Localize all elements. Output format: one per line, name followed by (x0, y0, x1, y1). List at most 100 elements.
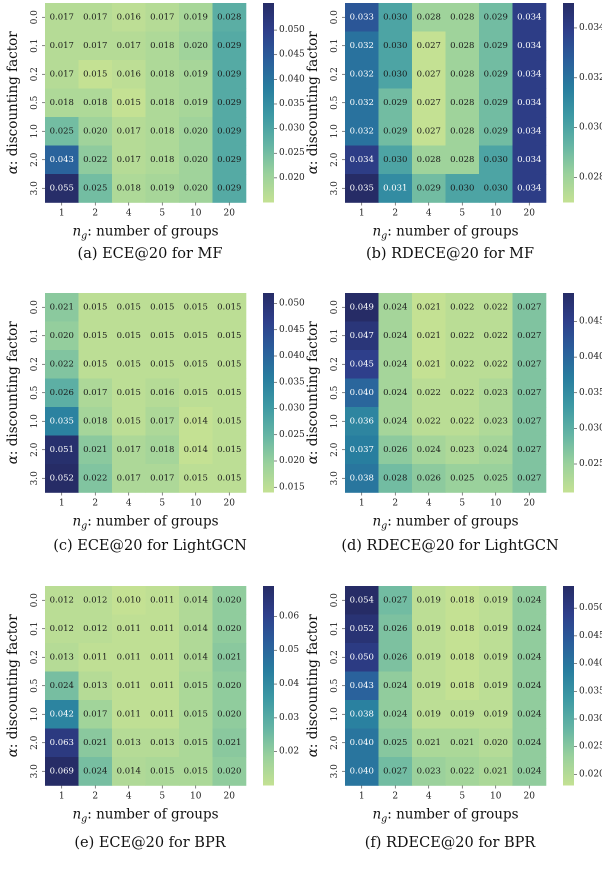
y-tick-label: 0.5 (330, 95, 340, 110)
heatmap-cell (378, 293, 413, 322)
x-tick-label: 20 (524, 499, 536, 509)
cell-value-label: 0.018 (150, 69, 174, 79)
x-tick-label: 1 (59, 792, 65, 802)
cell-value-label: 0.017 (83, 41, 107, 51)
heatmap-cell (378, 586, 413, 615)
cell-value-label: 0.029 (484, 41, 508, 51)
heatmap-cell (412, 350, 446, 379)
cell-value-label: 0.026 (417, 473, 441, 483)
cell-value-label: 0.024 (383, 416, 407, 426)
cell-value-label: 0.029 (417, 183, 441, 193)
heatmap-cell (45, 464, 79, 493)
heatmap-cell (445, 728, 480, 758)
x-tick-label: 20 (524, 209, 536, 219)
cell-value-label: 0.017 (50, 41, 74, 51)
heatmap-cell (479, 435, 513, 465)
heatmap-cell (512, 3, 547, 32)
heatmap-cell (212, 145, 247, 175)
cell-value-label: 0.030 (484, 155, 508, 165)
heatmap-cell (179, 464, 213, 493)
heatmap-cell (179, 31, 213, 61)
heatmap-cell (378, 464, 413, 493)
cell-value-label: 0.016 (150, 388, 174, 398)
cell-value-label: 0.024 (383, 359, 407, 369)
heatmap-cell (112, 174, 146, 203)
heatmap-cell (479, 174, 513, 203)
heatmap-cell (212, 700, 247, 729)
heatmap-cell (212, 671, 247, 701)
x-tick-label: 10 (490, 499, 502, 509)
cell-value-label: 0.019 (150, 183, 174, 193)
cell-value-label: 0.024 (50, 681, 74, 691)
heatmap-cell (512, 174, 547, 203)
cell-value-label: 0.029 (217, 126, 241, 136)
heatmap-cell (112, 31, 146, 61)
cell-value-label: 0.022 (484, 359, 508, 369)
cell-value-label: 0.038 (350, 473, 374, 483)
cell-value-label: 0.013 (50, 652, 74, 662)
cell-value-label: 0.024 (383, 302, 407, 312)
y-tick-label: 0.2 (330, 67, 340, 81)
heatmap-cell (479, 117, 513, 146)
heatmap-cell (112, 60, 146, 89)
cell-value-label: 0.013 (83, 681, 107, 691)
cell-value-label: 0.025 (484, 473, 508, 483)
heatmap-cell (112, 435, 146, 465)
heatmap-cell (45, 293, 79, 322)
heatmap-cell (112, 145, 146, 175)
heatmap-panel-f: 0.054 0.027 0.019 0.018 0.019 0.024 0.052 0.026… (300, 583, 602, 870)
heatmap-cell (45, 643, 79, 672)
x-tick-label: 2 (92, 209, 98, 219)
heatmap-cell (412, 321, 446, 351)
colorbar-tick-label: 0.04 (279, 679, 299, 689)
y-tick-label: 0.1 (30, 39, 40, 53)
cell-value-label: 0.027 (417, 69, 441, 79)
cell-value-label: 0.022 (450, 388, 474, 398)
cell-value-label: 0.015 (184, 359, 208, 369)
heatmap-cell (345, 293, 379, 322)
cell-value-label: 0.017 (83, 709, 107, 719)
cell-value-label: 0.015 (150, 331, 174, 341)
cell-value-label: 0.038 (350, 709, 374, 719)
heatmap-cell (145, 643, 180, 672)
heatmap-cell (45, 728, 79, 758)
heatmap-cell (179, 350, 213, 379)
cell-value-label: 0.019 (484, 624, 508, 634)
colorbar-tick-label: 0.025 (279, 148, 305, 158)
cell-value-label: 0.022 (450, 766, 474, 776)
cell-value-label: 0.030 (484, 183, 508, 193)
cell-value-label: 0.028 (417, 12, 441, 22)
cell-value-label: 0.063 (50, 738, 74, 748)
colorbar-tick-label: 0.040 (579, 659, 602, 669)
cell-value-label: 0.015 (117, 416, 141, 426)
colorbar-tick-label: 0.034 (579, 23, 602, 33)
heatmap-cell (112, 700, 146, 729)
heatmap-b: 0.033 0.030 0.028 0.028 0.029 0.034 0.032 0.030… (305, 3, 602, 242)
heatmap-cell (378, 145, 413, 175)
heatmap-cell (112, 643, 146, 672)
heatmap-cell (145, 31, 180, 61)
heatmap-cell (179, 378, 213, 408)
heatmap-cell (345, 321, 379, 351)
colorbar-tick-label: 0.030 (579, 423, 602, 433)
x-tick-label: 4 (426, 499, 432, 509)
cell-value-label: 0.022 (83, 155, 107, 165)
y-tick-label: 0.0 (330, 593, 340, 608)
heatmap-cell (378, 728, 413, 758)
heatmap-cell (512, 88, 547, 118)
heatmap-cell (378, 60, 413, 89)
heatmap-cell (45, 614, 79, 644)
colorbar-tick-label: 0.050 (279, 299, 305, 309)
y-tick-label: 0.1 (30, 622, 40, 636)
y-tick-label: 1.0 (30, 707, 40, 722)
y-tick-label: 2.0 (30, 735, 40, 750)
caption-c: (c) ECE@20 for LightGCN (53, 538, 247, 554)
cell-value-label: 0.015 (83, 302, 107, 312)
heatmap-cell (45, 60, 79, 89)
heatmap-cell (78, 614, 113, 644)
cell-value-label: 0.024 (517, 595, 541, 605)
heatmap-cell (112, 350, 146, 379)
heatmap-cell (345, 31, 379, 61)
cell-value-label: 0.020 (217, 624, 241, 634)
colorbar (563, 3, 574, 203)
